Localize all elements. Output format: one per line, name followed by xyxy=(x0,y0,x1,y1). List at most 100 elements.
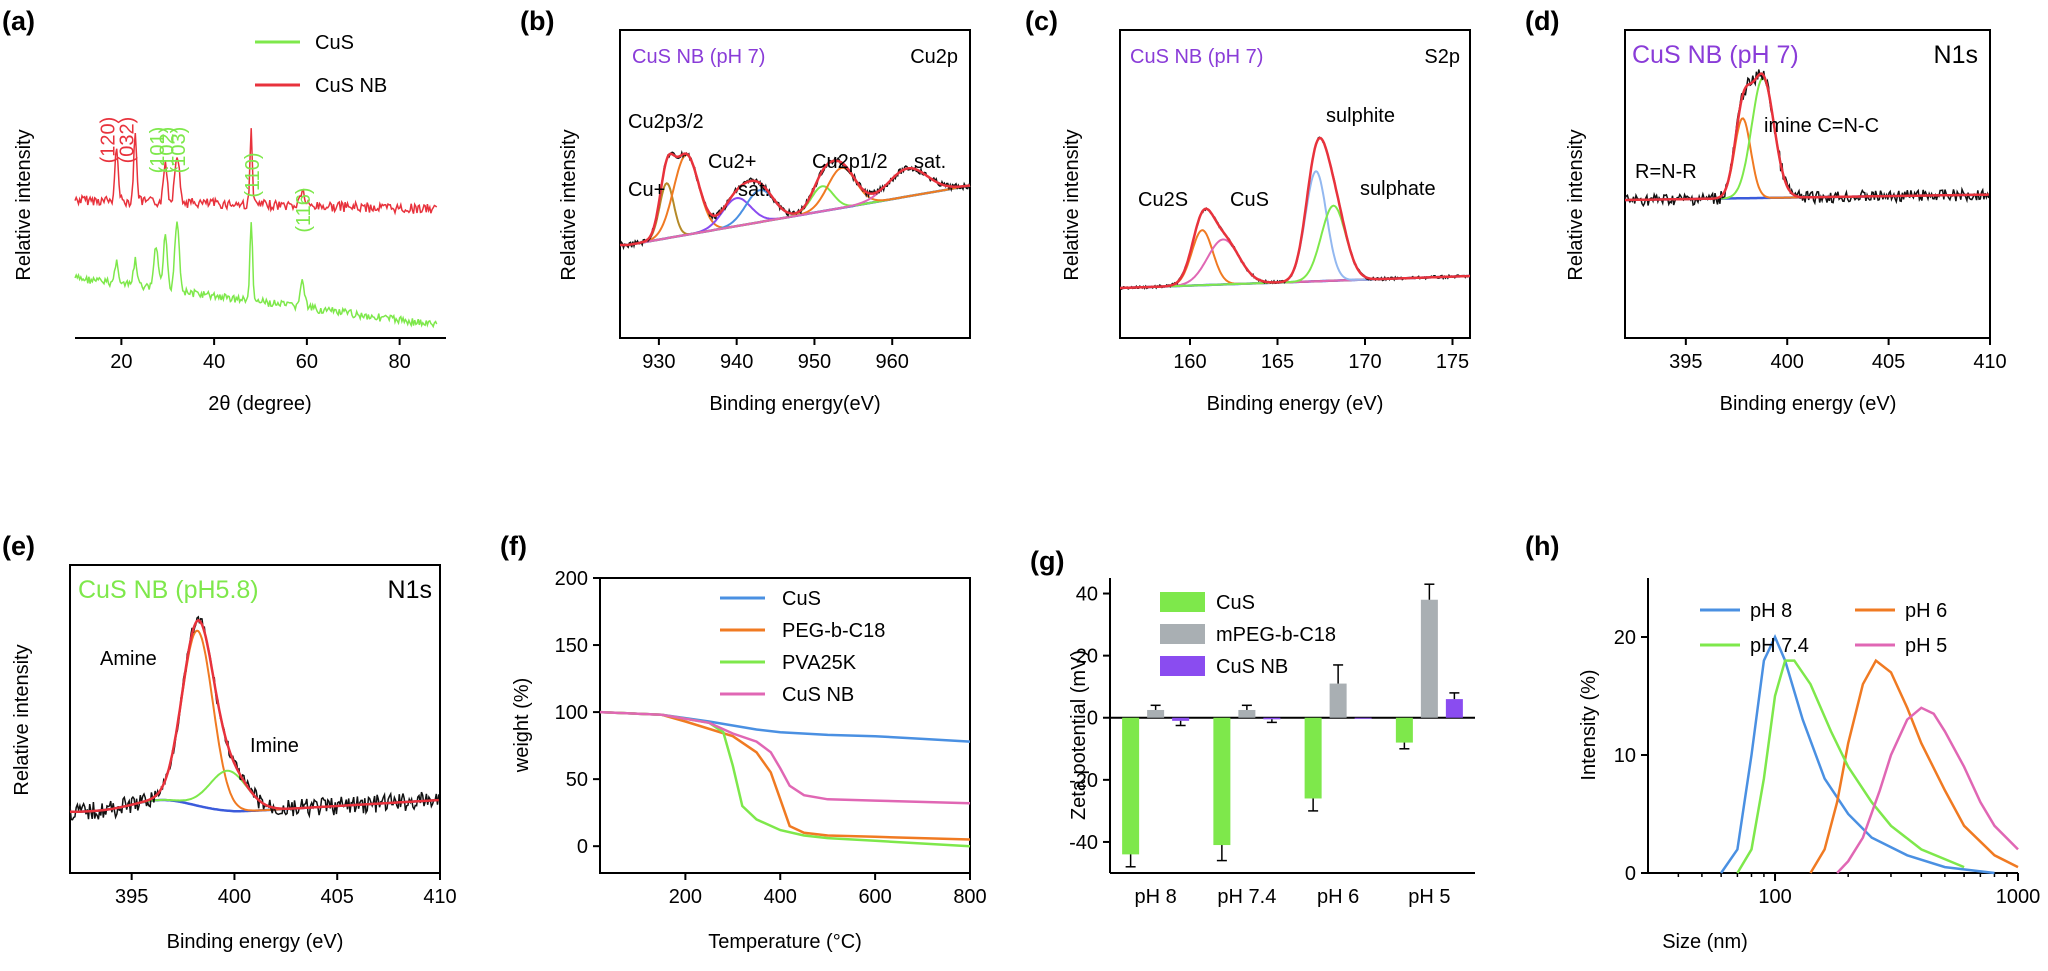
y-axis-title-e: Relative intensity xyxy=(11,644,33,795)
fit-envelope-c xyxy=(1120,136,1470,290)
annotation-cu2-plus: Cu2+ xyxy=(708,151,756,173)
cusnb-xrd-line xyxy=(74,128,438,216)
panel-f: 200 400 600 800 0 50 100 150 200 CuS PEG-b-C18 PVA… xyxy=(511,568,987,953)
category-label-g: pH 7.4 xyxy=(1217,886,1276,908)
x-axis-f-tick-label: 200 xyxy=(669,886,702,908)
y-axis-g-tick-label: 20 xyxy=(1076,646,1098,668)
panel-label-b: (b) xyxy=(520,6,554,36)
x-axis-f-tick-label: 400 xyxy=(764,886,797,908)
annotation-rnr: R=N-R xyxy=(1635,161,1697,183)
y-axis-g-tick-label: 40 xyxy=(1076,584,1098,606)
x-axis-b-tick-label: 930 xyxy=(642,351,675,373)
annotation-cu2s: Cu2S xyxy=(1138,189,1188,211)
fit-component-b xyxy=(620,166,971,246)
x-axis-c-tick-label: 170 xyxy=(1348,351,1381,373)
annotation-sat-1: sat. xyxy=(738,179,770,201)
legend-label-h: pH 7.4 xyxy=(1750,635,1809,657)
panel-c: 160 165 170 175 CuS NB (pH 7) S2p Cu2S CuS … xyxy=(1061,29,1471,415)
x-axis-title-f: Temperature (°C) xyxy=(708,931,862,953)
bar-g xyxy=(1420,599,1438,718)
y-axis-h-tick-label: 10 xyxy=(1614,745,1636,767)
peak-label-green: (102) xyxy=(156,127,178,174)
fit-component-b xyxy=(620,167,971,246)
bar-g xyxy=(1304,717,1322,799)
peak-label-red: (032) xyxy=(116,117,138,164)
y-axis-title-d: Relative intensity xyxy=(1565,129,1587,280)
x-axis-a-tick-label: 80 xyxy=(389,351,411,373)
y-axis-f-tick-label: 200 xyxy=(555,568,588,590)
legend-swatch-g xyxy=(1160,656,1205,676)
y-axis-title-c: Relative intensity xyxy=(1061,129,1083,280)
annotation-sulphite: sulphite xyxy=(1326,105,1395,127)
x-axis-e-tick-label: 400 xyxy=(218,886,251,908)
fit-envelope-b xyxy=(620,152,971,247)
bar-g xyxy=(1354,717,1372,719)
y-axis-title-f: weight (%) xyxy=(511,678,533,773)
annotation-cus: CuS xyxy=(1230,189,1269,211)
element-label-e: N1s xyxy=(388,576,432,604)
sample-title-e: CuS NB (pH5.8) xyxy=(78,576,259,604)
x-axis-f-tick-label: 800 xyxy=(953,886,986,908)
bar-g xyxy=(1263,717,1281,720)
y-axis-g-tick-label: -20 xyxy=(1069,770,1098,792)
x-axis-e-tick-label: 395 xyxy=(115,886,148,908)
annotation-sulphate: sulphate xyxy=(1360,178,1436,200)
y-axis-f-tick-label: 0 xyxy=(577,836,588,858)
x-axis-a-tick-label: 40 xyxy=(203,351,225,373)
y-axis-title-b: Relative intensity xyxy=(558,129,580,280)
fit-envelope-d xyxy=(1625,72,1989,202)
x-axis-c-tick-label: 175 xyxy=(1436,351,1469,373)
x-axis-d-tick-label: 405 xyxy=(1872,351,1905,373)
y-axis-g-tick-label: -40 xyxy=(1069,832,1098,854)
fit-envelope-e xyxy=(69,619,439,814)
x-axis-title-h: Size (nm) xyxy=(1662,931,1748,953)
legend-label-cus: CuS xyxy=(315,32,354,54)
legend-label-g: CuS NB xyxy=(1216,656,1288,678)
legend-swatch-g xyxy=(1160,624,1205,644)
annotation-imine: Imine xyxy=(250,735,299,757)
bar-g xyxy=(1147,709,1165,718)
bar-g xyxy=(1238,709,1256,718)
panel-g: -40 -20 0 20 40 pH 8 pH 7.4 pH 6 pH 5 CuS mPEG-b… xyxy=(1068,578,1475,908)
legend-label-f: CuS xyxy=(782,588,821,610)
legend-label-f: PEG-b-C18 xyxy=(782,620,885,642)
x-axis-h-tick-label: 1000 xyxy=(1996,886,2041,908)
bar-g xyxy=(1122,717,1140,855)
peak-label-green: (110) xyxy=(242,152,264,197)
dls-line-1 xyxy=(1809,658,2019,874)
category-label-g: pH 8 xyxy=(1135,886,1177,908)
legend-label-cusnb: CuS NB xyxy=(315,75,387,97)
element-label-d: N1s xyxy=(1934,41,1978,69)
x-axis-b-tick-label: 950 xyxy=(798,351,831,373)
panel-label-f: (f) xyxy=(500,531,527,561)
x-axis-title-b: Binding energy(eV) xyxy=(709,393,880,415)
x-axis-c-tick-label: 160 xyxy=(1173,351,1206,373)
x-axis-e-tick-label: 410 xyxy=(423,886,456,908)
legend-label-f: PVA25K xyxy=(782,652,857,674)
x-axis-title-c: Binding energy (eV) xyxy=(1207,393,1384,415)
x-axis-d-tick-label: 410 xyxy=(1973,351,2006,373)
bar-g xyxy=(1445,699,1463,718)
x-axis-title-a: 2θ (degree) xyxy=(208,393,311,415)
x-axis-a-tick-label: 20 xyxy=(110,351,132,373)
element-label-c: S2p xyxy=(1424,46,1460,68)
panel-d: 395 400 405 410 CuS NB (pH 7) N1s R=N-R imi… xyxy=(1565,29,2007,415)
annotation-amine: Amine xyxy=(100,648,157,670)
panel-label-g: (g) xyxy=(1030,546,1064,576)
x-axis-f-tick-label: 600 xyxy=(858,886,891,908)
peak-label-green: (101) xyxy=(147,127,169,174)
peak-label-red: (120) xyxy=(98,117,120,164)
annotation-imine-cnc: imine C=N-C xyxy=(1764,115,1879,137)
x-axis-title-d: Binding energy (eV) xyxy=(1720,393,1897,415)
x-axis-h-tick-label: 100 xyxy=(1758,886,1791,908)
x-axis-b-tick-label: 960 xyxy=(876,351,909,373)
x-axis-e-tick-label: 405 xyxy=(321,886,354,908)
panel-h: 0 10 20 100 1000 pH 8 pH 6 pH 7.4 pH 5 Size (nm… xyxy=(1578,578,2040,953)
cus-xrd-line xyxy=(74,221,438,329)
legend-label-h: pH 8 xyxy=(1750,600,1792,622)
panel-label-h: (h) xyxy=(1525,531,1559,561)
x-axis-d-tick-label: 400 xyxy=(1771,351,1804,373)
y-axis-title-a: Relative intensity xyxy=(13,129,35,280)
raw-spectrum-d xyxy=(1624,69,1990,208)
